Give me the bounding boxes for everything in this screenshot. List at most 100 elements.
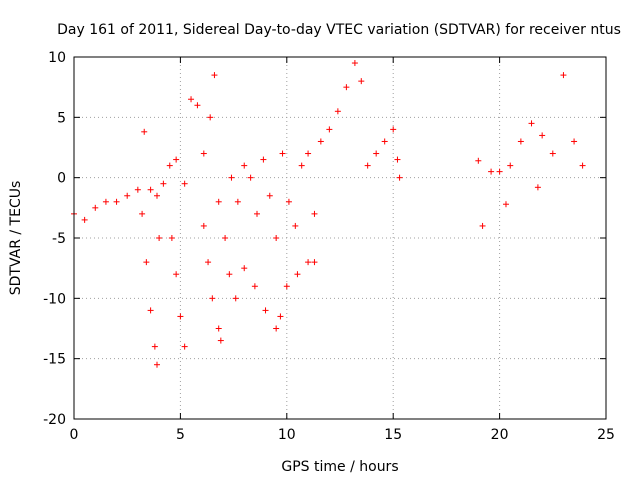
grid-lines [74,57,606,419]
data-points [71,60,586,368]
data-point [234,198,241,205]
data-point [534,184,541,191]
data-point [207,114,214,121]
y-tick-label: -15 [43,352,66,368]
data-point [373,150,380,157]
x-tick-label: 25 [597,427,615,443]
data-point [390,126,397,133]
data-point [211,72,218,79]
data-point [262,307,269,314]
data-point [147,307,154,314]
data-point [226,271,233,278]
data-point [311,259,318,266]
data-point [539,132,546,139]
y-tick-label: 0 [57,171,66,187]
data-point [560,72,567,79]
data-point [168,235,175,241]
data-point [283,283,290,290]
y-tick-label: -20 [43,412,66,428]
data-point [247,174,254,181]
data-point [160,180,167,187]
data-point [166,162,173,169]
data-point [156,235,163,241]
data-point [205,259,212,266]
data-point [279,150,286,157]
data-point [273,325,280,332]
data-point [251,283,258,290]
x-tick-label: 20 [491,427,509,443]
data-point [124,192,131,199]
data-point [254,210,261,217]
data-point [241,162,248,169]
data-point [334,108,341,115]
data-point [147,186,154,193]
data-point [381,138,388,145]
y-tick-label: -10 [43,291,66,307]
data-point [311,210,318,217]
x-tick-label: 5 [176,427,185,443]
x-axis-label: GPS time / hours [281,459,398,475]
data-point [181,180,188,187]
data-point [528,120,535,127]
data-point [502,201,509,208]
data-point [496,168,503,175]
data-point [273,235,280,241]
data-point [173,271,180,278]
x-tick-label: 10 [278,427,296,443]
data-point [113,198,120,205]
data-point [326,126,333,133]
y-axis-label: SDTVAR / TECUs [8,181,24,296]
data-point [134,186,141,193]
data-point [173,156,180,163]
axis-ticks: 0 5 10 15 20 25 -20 -15 -10 -5 0 5 10 [43,50,615,443]
y-tick-label: 5 [57,110,66,126]
data-point [143,259,150,266]
data-point [396,174,403,181]
data-point [571,138,578,145]
data-point [188,96,195,103]
data-point [232,295,239,302]
data-point [200,150,207,157]
data-point [200,222,207,229]
data-point [305,150,312,157]
data-point [364,162,371,169]
y-tick-label: 10 [48,50,66,66]
data-point [549,150,556,157]
data-point [294,271,301,278]
data-point [81,216,88,223]
data-point [305,259,312,266]
data-point [92,204,99,211]
data-point [277,313,284,320]
data-point [507,162,514,169]
data-point [260,156,267,163]
data-point [266,192,273,199]
data-point [151,343,158,350]
x-tick-label: 0 [70,427,79,443]
data-point [298,162,305,169]
data-point [358,78,365,85]
data-point [292,222,299,229]
data-point [139,210,146,217]
data-point [215,198,222,205]
data-point [215,325,222,332]
data-point [317,138,324,145]
data-point [222,235,229,241]
data-point [209,295,216,302]
data-point [141,128,148,135]
data-point [351,60,358,67]
data-point [475,157,482,164]
data-point [241,265,248,272]
data-point [181,343,188,350]
data-point [579,162,586,169]
data-point [285,198,292,205]
chart-title: Day 161 of 2011, Sidereal Day-to-day VTE… [57,22,621,38]
x-tick-label: 15 [384,427,402,443]
data-point [488,168,495,175]
data-point [394,156,401,163]
data-point [102,198,109,205]
data-point [177,313,184,320]
data-point [517,138,524,145]
data-point [153,192,160,199]
data-point [194,102,201,109]
